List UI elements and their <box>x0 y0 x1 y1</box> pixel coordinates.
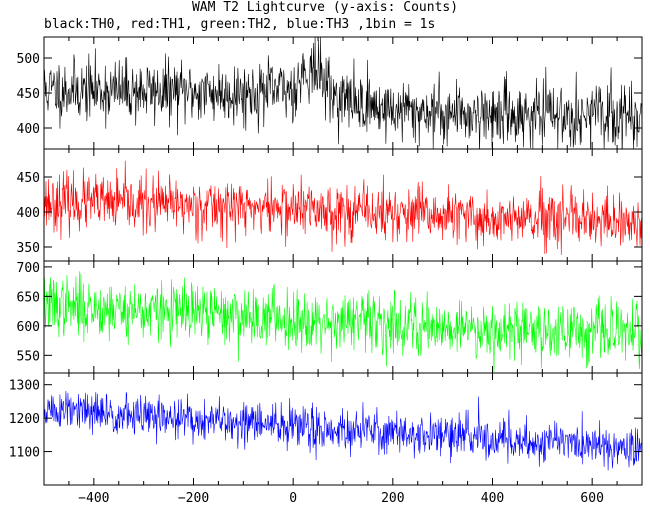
y-tick-label: 650 <box>17 290 40 305</box>
series-line-th3 <box>44 391 642 471</box>
series-line-th2 <box>44 271 642 373</box>
y-tick-label: 1100 <box>9 446 40 461</box>
y-tick-label: 500 <box>17 52 40 67</box>
series-line-th1 <box>44 160 642 255</box>
series-line-th0 <box>44 37 642 149</box>
panel-th1: 350 400 450 <box>17 148 643 262</box>
panel-th2: 550 600 650 700 <box>17 260 643 374</box>
x-tick-label: 200 <box>381 491 404 505</box>
x-tick-label: −200 <box>178 491 209 505</box>
x-tick-label: 600 <box>580 491 603 505</box>
y-tick-label: 350 <box>17 241 40 256</box>
x-tick-label: −400 <box>78 491 109 505</box>
panel-th0: 400 450 500 <box>17 36 643 150</box>
y-tick-label: 400 <box>17 206 40 221</box>
chart-subtitle: black:TH0, red:TH1, green:TH2, blue:TH3 … <box>44 17 436 32</box>
x-tick-label: 0 <box>289 491 297 505</box>
y-tick-label: 1200 <box>9 412 40 427</box>
y-tick-label: 450 <box>17 171 40 186</box>
y-tick-label: 550 <box>17 349 40 364</box>
y-tick-label: 600 <box>17 320 40 335</box>
y-tick-label: 1300 <box>9 379 40 394</box>
y-tick-label: 700 <box>17 261 40 276</box>
y-tick-label: 400 <box>17 122 40 137</box>
panel-frame <box>43 372 643 486</box>
y-tick-label: 450 <box>17 87 40 102</box>
x-tick-label: 400 <box>481 491 504 505</box>
chart-title: WAM T2 Lightcurve (y-axis: Counts) <box>191 0 459 15</box>
panel-th3: 1100 1200 1300 <box>9 372 643 486</box>
